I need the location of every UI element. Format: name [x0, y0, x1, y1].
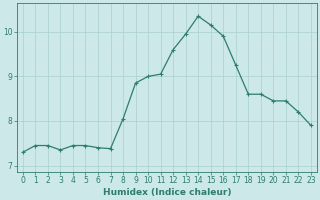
X-axis label: Humidex (Indice chaleur): Humidex (Indice chaleur)	[103, 188, 231, 197]
